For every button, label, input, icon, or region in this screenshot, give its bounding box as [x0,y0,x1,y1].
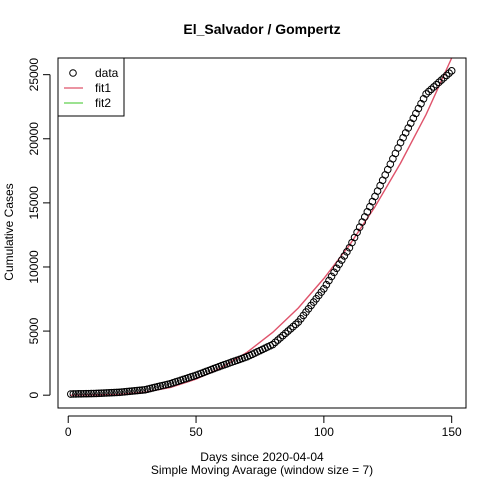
data-point [286,325,295,333]
data-point [123,387,131,396]
y-axis-label: Cumulative Cases [2,183,16,280]
data-point [72,390,80,398]
legend-data-symbol [69,69,77,77]
data-point [437,76,446,84]
data-point [100,389,108,397]
x-tick-label: 150 [442,425,462,439]
data-point [289,322,297,331]
data-point [138,386,147,394]
data-point [74,390,83,398]
data-point [115,388,124,397]
data-point [427,85,436,94]
data-point [113,388,121,397]
data-point [84,389,93,398]
data-point [79,389,88,398]
data-point [69,390,78,398]
data-point [327,272,336,281]
data-point [322,280,331,289]
y-tick-label: 0 [27,392,41,399]
y-tick-label: 5000 [27,317,41,344]
x-tick-label: 100 [314,425,334,439]
data-point [281,329,290,338]
x-tick-label: 50 [189,425,203,439]
y-tick-label: 15000 [27,186,41,220]
data-point [102,389,111,397]
data-point [440,73,448,82]
data-point [447,67,456,75]
data-point [445,69,453,77]
data-point [424,87,433,96]
data-point [125,387,134,396]
data-point [435,78,443,87]
data-point [66,390,75,398]
y-tick-label: 20000 [27,122,41,156]
data-point [422,90,430,98]
data-point [291,320,300,329]
chart-title: El_Salvador / Gompertz [183,21,340,37]
data-point [279,331,287,340]
data-point [335,260,344,268]
data-point [89,389,98,398]
data-point [92,389,101,398]
legend-fit2-label: fit2 [95,96,111,110]
data-point [325,276,333,285]
y-tick-label: 10000 [27,250,41,284]
data-point [276,334,285,342]
data-point [120,388,129,396]
data-point [107,388,116,397]
axes: 0 50 100 150 0 5000 10000 15000 20000 25000 [27,58,462,439]
x-axis-label: Days since 2020-04-04 [200,450,324,464]
data-point [320,284,328,293]
data-point [432,80,441,89]
series-layer [66,57,456,398]
legend: data fit1 fit2 [57,57,125,117]
data-point [340,252,349,260]
data-point [284,327,292,335]
data-point [429,83,438,91]
plot-frame [57,57,467,409]
data-point [77,390,85,398]
data-point [337,256,346,264]
data-point [95,389,103,398]
data-point [136,386,144,395]
data-point [274,336,282,344]
data-point [97,389,106,397]
data-point [343,248,351,256]
y-tick-label: 25000 [27,58,41,92]
data-point [82,389,90,398]
data-point [133,386,142,395]
data-point [271,338,280,347]
data-point [442,71,451,80]
x-axis-sublabel: Simple Moving Avarage (window size = 7) [151,463,373,477]
x-tick-label: 0 [65,425,72,439]
legend-box [57,57,125,117]
data-point [118,388,126,396]
data-point [87,389,96,398]
data-point [110,388,119,397]
legend-data-label: data [95,66,119,80]
legend-fit1-label: fit1 [95,81,111,95]
data-point [332,264,341,273]
data-point [268,340,277,349]
data-point [130,387,139,395]
data-point [330,268,338,277]
data-point [128,387,136,395]
data-point [105,389,113,397]
